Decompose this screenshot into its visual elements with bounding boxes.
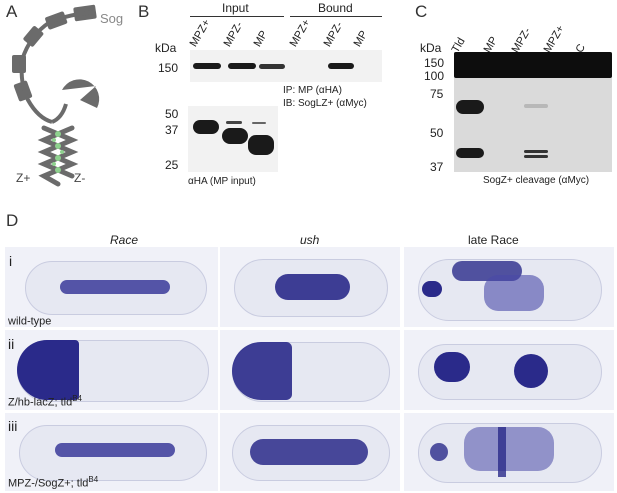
- embryo-image: [404, 247, 614, 327]
- lane-label: MPZ+: [541, 23, 567, 55]
- blot-band: [524, 155, 548, 158]
- panel-letter-c: C: [415, 2, 428, 21]
- marker-label: 50: [165, 107, 179, 121]
- lane-label: MP: [251, 28, 271, 49]
- blot-band: [328, 63, 354, 69]
- panel-letter-d: D: [6, 211, 19, 230]
- embryo-image: [5, 247, 218, 327]
- lane-label: MP: [351, 28, 371, 49]
- embryo-image: [220, 413, 400, 491]
- marker-label: 150: [424, 56, 445, 70]
- panel-letter-a: A: [6, 2, 18, 21]
- cleavage-caption: SogZ+ cleavage (αMyc): [483, 175, 590, 186]
- blot-band: [222, 128, 248, 144]
- blot-band: [193, 63, 221, 69]
- blot-band: [259, 64, 285, 69]
- group-bound-label: Bound: [318, 1, 353, 15]
- embryo-image: [220, 247, 400, 327]
- blot-band: [228, 63, 256, 69]
- sog-protein-diagram: [12, 4, 100, 187]
- blot-band: [454, 52, 612, 78]
- zminus-label: Z-: [74, 171, 86, 185]
- bound-bracket: [290, 16, 382, 17]
- column-header-race: Race: [110, 233, 139, 247]
- zplus-label: Z+: [16, 171, 31, 185]
- row-numeral: iii: [8, 418, 18, 434]
- embryo-image: [404, 413, 614, 491]
- marker-label: 150: [158, 61, 179, 75]
- embryo-image: [5, 330, 218, 410]
- ib-label: IB: SogLZ+ (αMyc): [283, 98, 367, 109]
- embryo-image: [404, 330, 614, 410]
- blot-band: [248, 135, 274, 155]
- column-header-late-race: late Race: [468, 233, 519, 247]
- row-numeral: i: [9, 253, 13, 269]
- embryo-image: [220, 330, 400, 410]
- ip-label: IP: MP (αHA): [283, 85, 342, 96]
- genotype-label: Z/hb-lacZ; tldB4: [8, 394, 82, 409]
- row-numeral: ii: [8, 336, 15, 352]
- blot-band: [524, 104, 548, 108]
- kda-label: kDa: [420, 41, 442, 55]
- blot-band: [456, 148, 484, 158]
- blot-band: [252, 122, 266, 124]
- lower-caption: αHA (MP input): [188, 176, 256, 187]
- input-bracket: [190, 16, 284, 17]
- marker-label: 50: [430, 126, 444, 140]
- panel-letter-b: B: [138, 2, 150, 21]
- kda-label: kDa: [155, 41, 177, 55]
- marker-label: 75: [430, 87, 444, 101]
- column-header-ush: ush: [300, 233, 320, 247]
- lane-label: MPZ+: [187, 17, 213, 49]
- marker-label: 37: [430, 160, 444, 174]
- genotype-label: wild-type: [8, 315, 52, 328]
- blot-band: [226, 121, 242, 124]
- lane-label: MPZ+: [287, 17, 313, 49]
- marker-label: 100: [424, 69, 445, 83]
- marker-label: 25: [165, 158, 179, 172]
- blot-band: [524, 150, 548, 153]
- embryo-image: [5, 413, 218, 491]
- lane-label: MPZ-: [321, 19, 346, 49]
- group-input-label: Input: [222, 1, 249, 15]
- marker-label: 37: [165, 123, 179, 137]
- blot-band: [193, 120, 219, 134]
- lane-label: MPZ-: [221, 19, 246, 49]
- genotype-label: MPZ-/SogZ+; tldB4: [8, 475, 99, 490]
- sog-label: Sog: [100, 11, 124, 26]
- lane-label: MPZ-: [509, 25, 534, 55]
- blot-band: [456, 100, 484, 114]
